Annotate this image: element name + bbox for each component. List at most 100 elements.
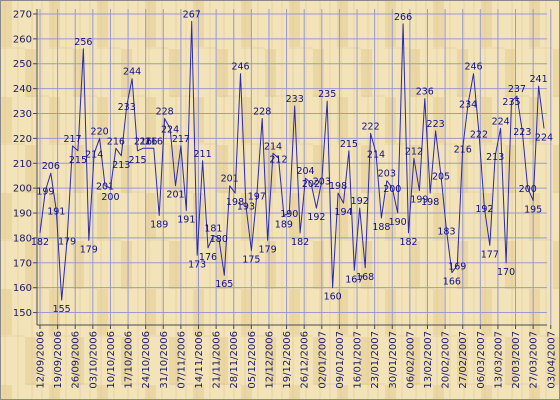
x-tick-label: 30/01/2007 bbox=[388, 331, 399, 389]
data-label: 266 bbox=[394, 12, 412, 23]
data-label: 191 bbox=[177, 215, 195, 226]
data-label: 220 bbox=[91, 126, 109, 137]
data-label: 235 bbox=[502, 97, 520, 108]
data-label: 203 bbox=[378, 169, 396, 180]
data-label: 204 bbox=[296, 166, 314, 177]
data-label: 224 bbox=[492, 116, 510, 127]
data-label: 201 bbox=[221, 174, 239, 185]
data-label: 181 bbox=[204, 223, 222, 234]
data-label: 212 bbox=[405, 146, 423, 157]
x-tick-label: 20/03/2007 bbox=[511, 331, 522, 389]
data-label: 216 bbox=[139, 136, 157, 147]
data-label: 199 bbox=[36, 187, 54, 198]
x-tick-label: 12/12/2006 bbox=[264, 331, 275, 389]
data-label: 223 bbox=[513, 127, 531, 138]
x-tick-label: 03/04/2007 bbox=[546, 331, 557, 389]
x-tick-label: 17/10/2006 bbox=[124, 331, 135, 389]
data-label: 190 bbox=[280, 209, 298, 220]
data-label: 201 bbox=[96, 182, 114, 193]
data-label: 194 bbox=[334, 207, 352, 218]
x-tick-label: 10/10/2006 bbox=[106, 331, 117, 389]
data-label: 213 bbox=[486, 152, 504, 163]
data-label: 190 bbox=[389, 217, 407, 228]
data-label: 256 bbox=[74, 37, 92, 48]
data-label: 189 bbox=[275, 220, 293, 231]
data-label: 165 bbox=[215, 279, 233, 290]
data-label: 179 bbox=[259, 244, 277, 255]
data-label: 168 bbox=[356, 272, 374, 283]
data-label: 224 bbox=[535, 132, 553, 143]
data-label: 200 bbox=[101, 192, 119, 203]
data-label: 244 bbox=[123, 67, 141, 78]
data-label: 215 bbox=[128, 155, 146, 166]
data-label: 176 bbox=[199, 252, 217, 263]
data-label: 170 bbox=[497, 267, 515, 278]
data-label: 237 bbox=[508, 84, 526, 95]
data-label: 211 bbox=[194, 149, 212, 160]
data-label: 223 bbox=[427, 119, 445, 130]
data-label: 216 bbox=[107, 136, 125, 147]
data-label: 228 bbox=[253, 106, 271, 117]
x-tick-label: 19/09/2006 bbox=[53, 331, 64, 389]
data-label: 197 bbox=[248, 192, 266, 203]
data-label: 167 bbox=[345, 274, 363, 285]
data-label: 214 bbox=[85, 149, 103, 160]
x-tick-label: 20/02/2007 bbox=[441, 331, 452, 389]
data-label: 215 bbox=[340, 139, 358, 150]
x-tick-label: 28/11/2006 bbox=[229, 331, 240, 389]
x-tick-label: 05/12/2006 bbox=[247, 331, 258, 389]
y-tick-label: 160 bbox=[13, 283, 32, 294]
data-label: 179 bbox=[80, 244, 98, 255]
y-tick-label: 210 bbox=[13, 159, 32, 170]
data-label: 216 bbox=[454, 144, 472, 155]
data-label: 236 bbox=[416, 87, 434, 98]
data-label: 173 bbox=[188, 259, 206, 270]
data-label: 222 bbox=[470, 129, 488, 140]
x-tick-label: 26/09/2006 bbox=[71, 331, 82, 389]
data-label: 182 bbox=[31, 237, 49, 248]
data-label: 192 bbox=[351, 196, 369, 207]
y-axis-ticks: 150 160 170 180 190 200 210 220 230 240 250 260 270 bbox=[13, 9, 37, 319]
x-tick-label: 24/10/2006 bbox=[141, 331, 152, 389]
data-label: 202 bbox=[302, 179, 320, 190]
data-label: 155 bbox=[53, 304, 71, 315]
data-label: 233 bbox=[286, 94, 304, 105]
gridlines bbox=[37, 9, 552, 325]
data-label: 188 bbox=[372, 222, 390, 233]
data-label: 193 bbox=[237, 202, 255, 213]
data-label: 213 bbox=[112, 160, 130, 171]
x-tick-label: 09/01/2007 bbox=[335, 331, 346, 389]
x-tick-label: 27/03/2007 bbox=[529, 331, 540, 389]
x-axis-ticks: 12/09/2006 19/09/2006 26/09/2006 03/10/2006… bbox=[36, 325, 557, 389]
x-tick-label: 13/02/2007 bbox=[423, 331, 434, 389]
data-label: 222 bbox=[362, 121, 380, 132]
data-label: 177 bbox=[481, 249, 499, 260]
data-label: 241 bbox=[530, 74, 548, 85]
data-label: 216 bbox=[145, 136, 163, 147]
y-tick-label: 240 bbox=[13, 84, 32, 95]
y-tick-label: 190 bbox=[13, 209, 32, 220]
data-label: 192 bbox=[475, 204, 493, 215]
y-tick-label: 200 bbox=[13, 184, 32, 195]
data-label: 198 bbox=[329, 181, 347, 192]
data-label: 169 bbox=[448, 261, 466, 272]
data-label: 191 bbox=[47, 207, 65, 218]
y-tick-label: 230 bbox=[13, 109, 32, 120]
x-tick-label: 06/02/2007 bbox=[405, 331, 416, 389]
x-tick-label: 27/02/2007 bbox=[458, 331, 469, 389]
y-tick-label: 220 bbox=[13, 134, 32, 145]
data-label: 182 bbox=[291, 237, 309, 248]
data-label: 205 bbox=[432, 172, 450, 183]
data-label: 198 bbox=[421, 197, 439, 208]
x-tick-label: 19/12/2006 bbox=[282, 331, 293, 389]
x-tick-label: 02/01/2007 bbox=[317, 331, 328, 389]
data-label: 215 bbox=[69, 155, 87, 166]
data-label: 166 bbox=[443, 277, 461, 288]
series-line bbox=[39, 20, 545, 301]
data-label: 183 bbox=[437, 226, 455, 237]
data-label: 182 bbox=[399, 237, 417, 248]
data-label: 212 bbox=[269, 154, 287, 165]
x-tick-label: 13/03/2007 bbox=[493, 331, 504, 389]
